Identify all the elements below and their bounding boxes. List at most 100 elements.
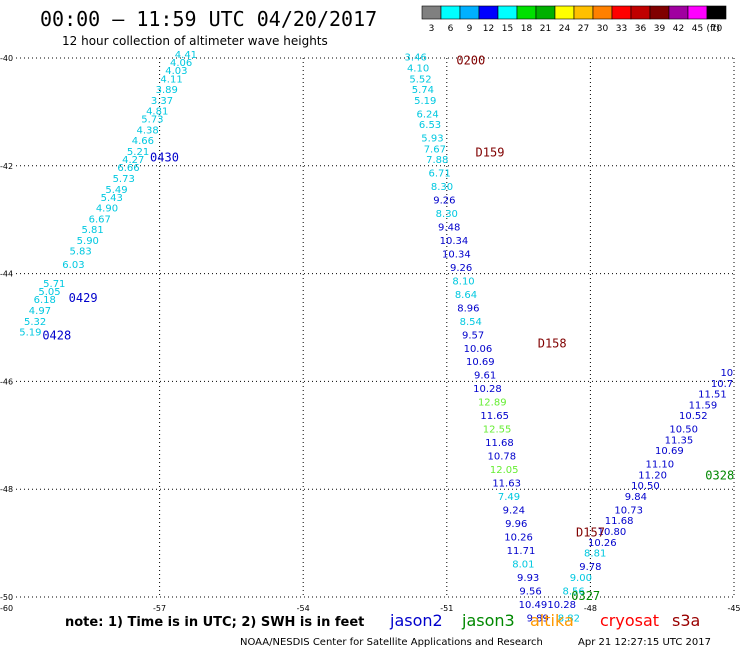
wave-height-label: 4.90 [96, 204, 118, 215]
wave-height-label: 6.66 [117, 163, 139, 174]
wave-height-label: 11.35 [665, 435, 694, 446]
pass-label: D159 [476, 145, 505, 159]
colorbar-swatch [516, 5, 537, 20]
wave-height-label: 10.50 [631, 481, 660, 492]
colorbar-label: 6 [448, 24, 454, 34]
wave-height-label: 5.71 [43, 279, 65, 290]
pass-label: 0428 [42, 329, 71, 343]
colorbar-label: 70 [711, 24, 723, 34]
wave-height-label: 5.52 [409, 74, 431, 85]
colorbar-label: 36 [635, 24, 647, 34]
wave-height-label: 10.69 [655, 446, 684, 457]
x-tick-label-corner: -60 [0, 604, 13, 613]
wave-height-label: 9.24 [503, 505, 525, 516]
pass-labels: 0200 D159 D158 D157 0327 0328 0430 0429 0428 [42, 54, 734, 603]
colorbar-label: 12 [483, 24, 494, 34]
wave-height-label: 5.43 [101, 193, 123, 204]
colorbar-swatch [630, 5, 651, 20]
colorbar-unit: (ft) [706, 24, 720, 34]
wave-height-label: 4.66 [132, 136, 154, 147]
wave-height-label: 11.63 [492, 479, 521, 490]
colorbar-label: 21 [540, 24, 551, 34]
wave-height-label: 8.30 [431, 182, 453, 193]
wave-height-label: 5.74 [412, 85, 434, 96]
pass-label: 0327 [571, 589, 600, 603]
wave-height-label: 9.48 [438, 222, 460, 233]
wave-height-label: 5.73 [113, 174, 135, 185]
wave-height-label: 4.10 [407, 63, 429, 74]
wave-height-label: 6.24 [417, 109, 439, 120]
legend-jason3: jason3 [461, 611, 515, 630]
colorbar-swatch [573, 5, 594, 20]
pass-label: 0200 [456, 54, 485, 68]
wave-height-label: 5.19 [19, 328, 41, 339]
wave-height-label: 11.65 [480, 411, 509, 422]
y-tick-label: -42 [0, 162, 13, 171]
wave-height-label: 11.68 [605, 516, 634, 527]
wave-height-label: 5.49 [105, 185, 127, 196]
wave-height-label: 8.56 [563, 586, 585, 597]
wave-height-label: 3.37 [151, 96, 173, 107]
wave-height-label: 4.11 [160, 74, 182, 85]
colorbar-swatch [554, 5, 575, 20]
wave-height-label: 10.69 [466, 357, 495, 368]
wave-height-label: 6.18 [34, 295, 56, 306]
footer-credit: NOAA/NESDIS Center for Satellite Applica… [240, 637, 543, 648]
colorbar-swatch [687, 5, 708, 20]
colorbar-label: 45 [692, 24, 703, 34]
data-points: 5.195.324.976.185.055.716.035.835.905.81… [19, 50, 733, 624]
pass-label: 0430 [150, 151, 179, 165]
wave-height-label: 12.55 [483, 425, 512, 436]
footer-note: note: 1) Time is in UTC; 2) SWH is in fe… [65, 615, 364, 630]
wave-height-label: 8.64 [455, 290, 477, 301]
wave-height-label: 9.89 [527, 613, 549, 624]
wave-height-label: 5.19 [414, 96, 436, 107]
colorbar-label: 39 [654, 24, 666, 34]
wave-height-label: 4.03 [165, 66, 187, 77]
pass-label: D158 [538, 337, 567, 351]
wave-height-label: 10.26 [588, 538, 617, 549]
wave-height-label: 5.21 [127, 147, 149, 158]
wave-height-label: 8.01 [512, 559, 534, 570]
wave-height-label: 5.32 [24, 317, 46, 328]
legend-cryosat: cryosat [600, 611, 659, 630]
wave-height-label: 8.96 [457, 303, 479, 314]
footer-timestamp: Apr 21 12:27:15 UTC 2017 [578, 637, 711, 648]
wave-height-label: 9.78 [579, 562, 601, 573]
wave-height-label: 9.84 [625, 492, 647, 503]
colorbar-swatch [421, 5, 442, 20]
wave-height-label: 12.89 [478, 398, 507, 409]
wave-height-label: 5.81 [81, 225, 103, 236]
wave-height-label: 10.06 [464, 344, 493, 355]
axis-ticks: -57 -54 -51 -48 -45 -40 -42 -44 -46 -48 -50 -60 [0, 54, 740, 613]
x-tick-label: -51 [440, 604, 453, 613]
wave-height-label: 9.57 [462, 330, 484, 341]
wave-height-label: 9.93 [517, 573, 539, 584]
wave-height-label: 4.27 [122, 155, 144, 166]
wave-height-label: 10.49 [519, 600, 548, 611]
colorbar-label: 42 [673, 24, 684, 34]
wave-height-label: 4.81 [146, 107, 168, 118]
colorbar-label: 3 [429, 24, 435, 34]
x-tick-label: -54 [297, 604, 310, 613]
x-tick-label: -57 [153, 604, 166, 613]
colorbar-label: 9 [467, 24, 473, 34]
wave-height-label: 11.68 [485, 438, 514, 449]
wave-height-label: 10.80 [598, 527, 627, 538]
colorbar-swatch [649, 5, 670, 20]
wave-height-label: 10.52 [679, 411, 708, 422]
y-tick-label: -50 [0, 593, 13, 602]
colorbar-swatch [706, 5, 727, 20]
x-tick-label: -45 [727, 604, 740, 613]
wave-height-label: 8.54 [460, 317, 482, 328]
wave-height-label: 3.89 [156, 85, 178, 96]
x-tick-label: -48 [584, 604, 597, 613]
colorbar-label: 30 [597, 24, 609, 34]
wave-height-label: 8.10 [452, 276, 474, 287]
wave-height-label: 10.28 [547, 600, 576, 611]
wave-height-label: 10.7 [711, 379, 733, 390]
wave-height-label: 8.81 [584, 549, 606, 560]
colorbar-swatch [611, 5, 632, 20]
wave-height-label: 11.51 [698, 390, 727, 401]
pass-label: 0328 [705, 469, 734, 483]
